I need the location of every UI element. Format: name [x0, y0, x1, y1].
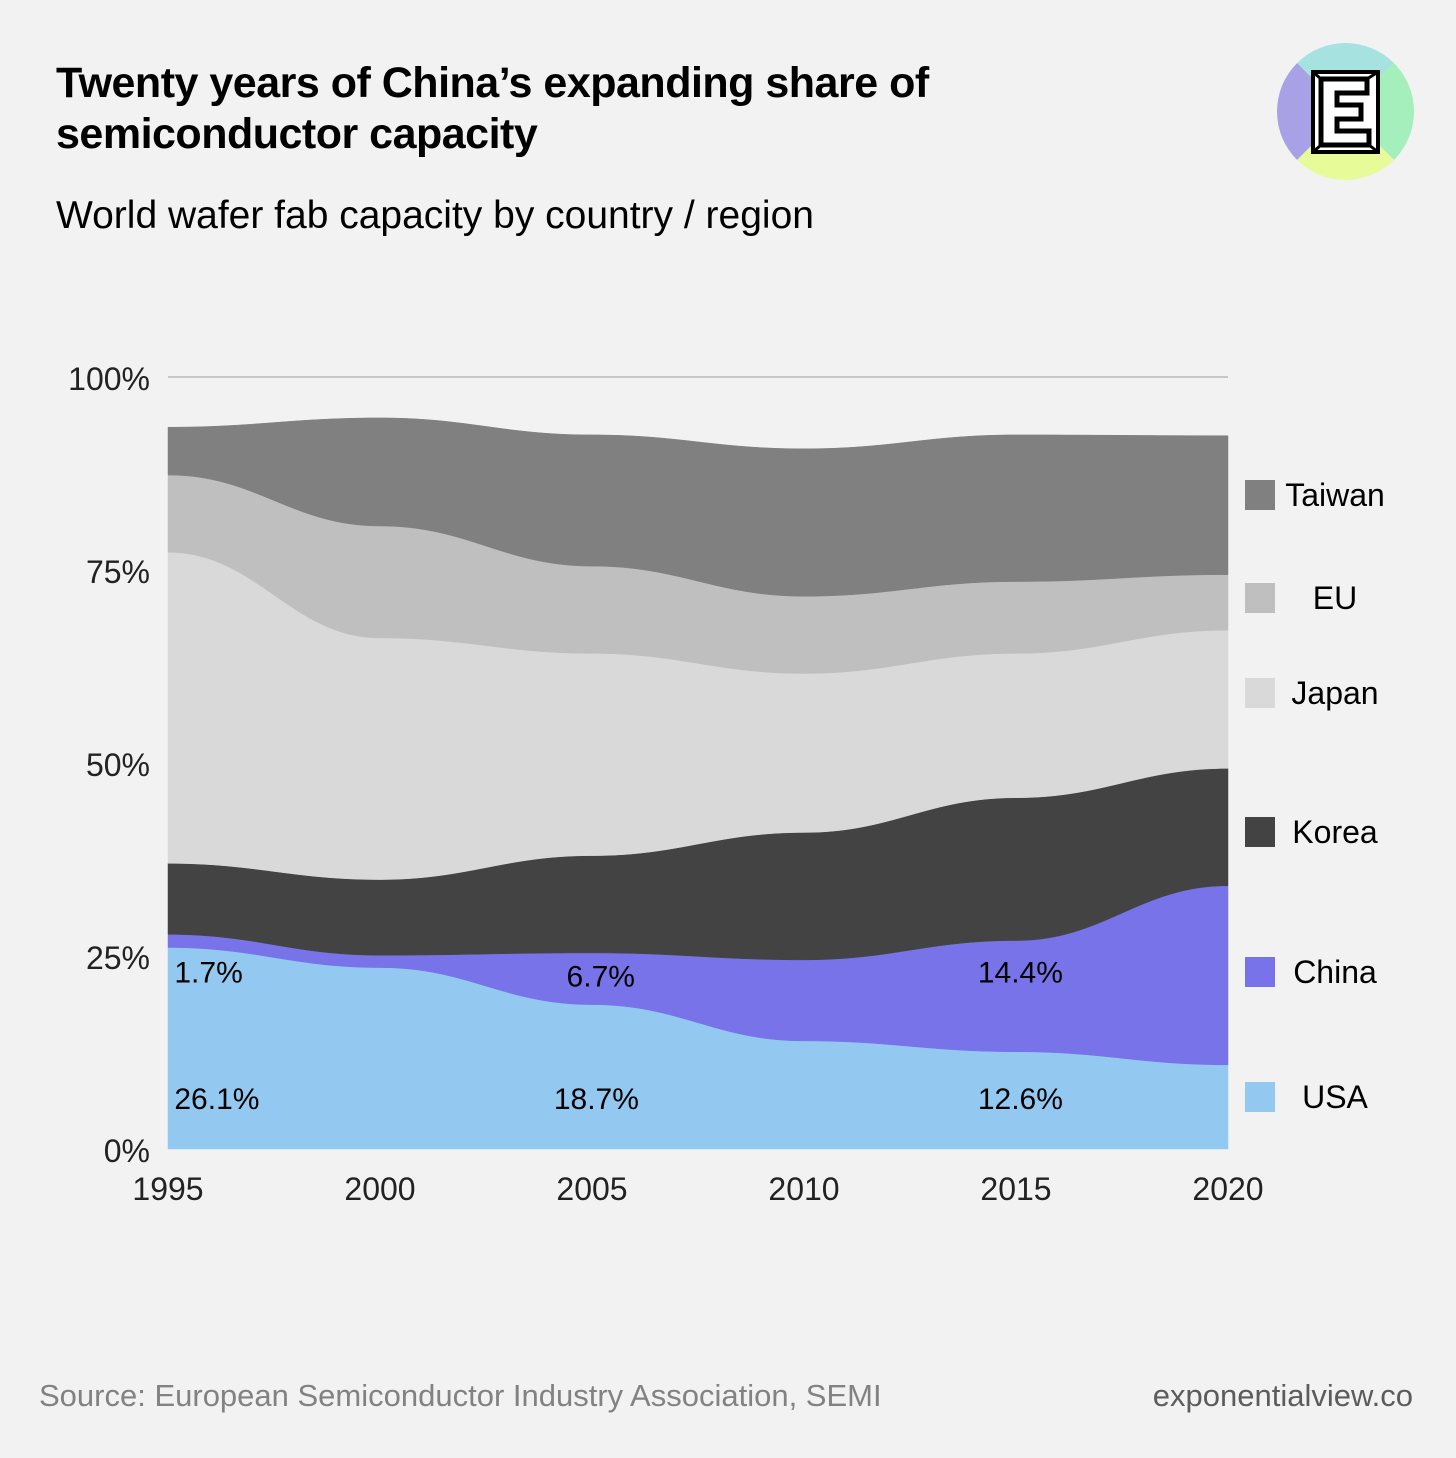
data-label: 6.7%: [567, 960, 635, 993]
title-line-2: semiconductor capacity: [56, 110, 538, 158]
page-title: Twenty years of China’s expanding share …: [56, 58, 1056, 160]
data-label: 18.7%: [554, 1083, 639, 1116]
chart-subtitle: World wafer fab capacity by country / re…: [56, 194, 814, 237]
data-label: 12.6%: [978, 1083, 1063, 1116]
legend-swatch-taiwan: [1245, 480, 1275, 510]
legend-swatch-eu: [1245, 583, 1275, 613]
data-label: 14.4%: [978, 956, 1063, 989]
x-tick-label: 2015: [980, 1171, 1051, 1207]
x-tick-label: 2010: [768, 1171, 839, 1207]
x-tick-label: 2005: [556, 1171, 627, 1207]
data-label: 26.1%: [174, 1083, 259, 1116]
title-line-1: Twenty years of China’s expanding share …: [56, 59, 929, 107]
area-taiwan: [167, 417, 1229, 597]
data-label: 1.7%: [174, 956, 242, 989]
legend-swatch-korea: [1245, 817, 1275, 847]
y-tick-label: 50%: [86, 747, 150, 783]
x-tick-label: 2020: [1192, 1171, 1263, 1207]
source-note: Source: European Semiconductor Industry …: [39, 1378, 882, 1413]
y-tick-label: 0%: [104, 1133, 150, 1169]
legend-swatch-japan: [1245, 678, 1275, 708]
legend-label-china: China: [1293, 954, 1377, 990]
x-tick-label: 2000: [344, 1171, 415, 1207]
y-tick-label: 75%: [86, 554, 150, 590]
legend-label-taiwan: Taiwan: [1285, 477, 1385, 513]
legend-label-japan: Japan: [1291, 675, 1378, 711]
legend-label-eu: EU: [1313, 580, 1357, 616]
exponential-view-logo-icon: [1277, 43, 1414, 180]
y-tick-label: 100%: [68, 361, 150, 397]
x-tick-label: 1995: [132, 1171, 203, 1207]
legend-label-korea: Korea: [1292, 814, 1378, 850]
legend-swatch-china: [1245, 957, 1275, 987]
legend-label-usa: USA: [1302, 1079, 1368, 1115]
site-credit: exponentialview.co: [1152, 1378, 1413, 1413]
y-tick-label: 25%: [86, 940, 150, 976]
legend-swatch-usa: [1245, 1082, 1275, 1112]
